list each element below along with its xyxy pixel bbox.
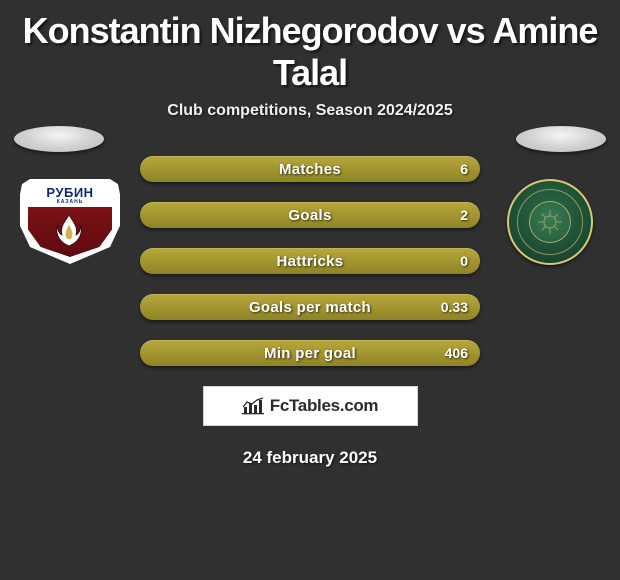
stat-label: Goals <box>288 207 331 224</box>
page-title: Konstantin Nizhegorodov vs Amine Talal <box>0 0 620 102</box>
stat-row: Min per goal 406 <box>0 340 620 366</box>
date-label: 24 february 2025 <box>0 448 620 468</box>
brand-box: FcTables.com <box>203 386 418 426</box>
stat-bar: Matches 6 <box>140 156 480 182</box>
left-oval <box>14 126 104 152</box>
stat-label: Hattricks <box>277 253 344 270</box>
subtitle: Club competitions, Season 2024/2025 <box>0 102 620 120</box>
stat-label: Goals per match <box>249 299 371 316</box>
stat-row: Hattricks 0 <box>0 248 620 274</box>
stat-right-value: 406 <box>445 340 468 366</box>
brand-name: FcTables.com <box>270 396 379 416</box>
stat-bar: Goals 2 <box>140 202 480 228</box>
stat-bar: Min per goal 406 <box>140 340 480 366</box>
stat-right-value: 0 <box>460 248 468 274</box>
stat-right-value: 2 <box>460 202 468 228</box>
brand-chart-icon <box>242 397 264 415</box>
stat-bar: Goals per match 0.33 <box>140 294 480 320</box>
stat-right-value: 0.33 <box>441 294 468 320</box>
stat-right-value: 6 <box>460 156 468 182</box>
stat-label: Min per goal <box>264 345 356 362</box>
right-oval <box>516 126 606 152</box>
stat-row: Goals per match 0.33 <box>0 294 620 320</box>
stats-section: Matches 6 Goals 2 Hattricks 0 Goals per match 0… <box>0 156 620 366</box>
stat-bar: Hattricks 0 <box>140 248 480 274</box>
stat-row: Goals 2 <box>0 202 620 228</box>
stat-row: Matches 6 <box>0 156 620 182</box>
stat-label: Matches <box>279 161 341 178</box>
